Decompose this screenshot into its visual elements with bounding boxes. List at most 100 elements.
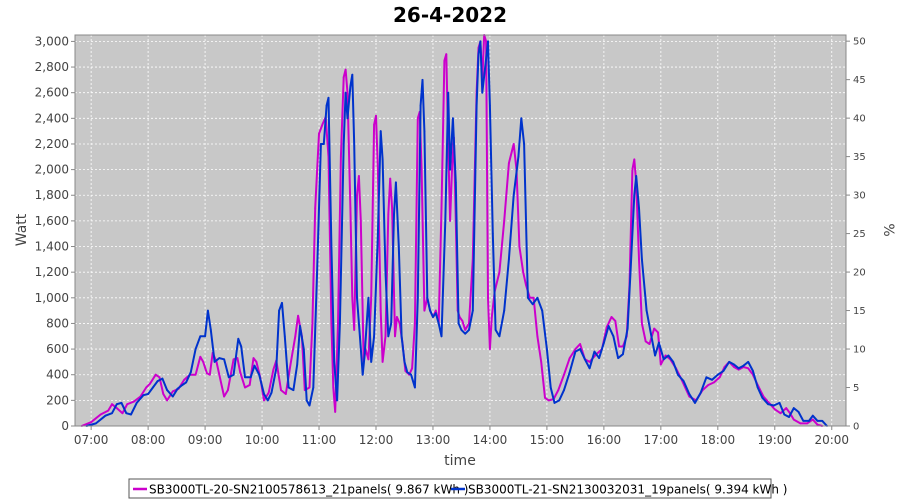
y-tick-label: 200	[46, 393, 69, 407]
data-point-series-2	[460, 329, 463, 331]
data-point-series-2	[792, 407, 795, 409]
plot-area	[75, 35, 846, 426]
data-point-series-1	[252, 357, 255, 359]
x-tick-label: 14:00	[473, 433, 508, 447]
data-point-series-1	[344, 68, 347, 71]
data-point-series-2	[491, 232, 494, 235]
data-point-series-2	[622, 353, 624, 356]
data-point-series-2	[711, 378, 713, 381]
data-point-series-1	[633, 158, 636, 161]
data-point-series-2	[176, 387, 179, 390]
data-point-series-2	[384, 271, 387, 274]
data-point-series-1	[464, 329, 467, 331]
data-point-series-1	[314, 207, 317, 210]
data-point-series-2	[207, 309, 209, 312]
data-point-series-2	[156, 380, 159, 382]
y2-tick-label: 20	[853, 268, 866, 279]
data-point-series-1	[461, 320, 464, 322]
legend-label-series-1: SB3000TL-20-SN2100578613_21panels( 9.867…	[149, 483, 468, 497]
data-point-series-1	[272, 368, 275, 371]
data-point-series-1	[126, 403, 129, 406]
data-point-series-1	[489, 348, 491, 350]
data-point-series-2	[481, 91, 484, 94]
data-point-series-2	[487, 40, 489, 43]
y-tick-label: 800	[46, 316, 69, 330]
data-point-series-2	[688, 393, 691, 395]
y2-tick-label: 10	[853, 345, 866, 356]
data-point-series-1	[356, 194, 358, 197]
data-point-series-1	[653, 327, 656, 330]
data-point-series-1	[485, 40, 487, 43]
data-point-series-2	[199, 335, 202, 338]
data-point-series-1	[111, 403, 113, 406]
data-point-series-1	[280, 389, 282, 391]
data-point-series-2	[244, 376, 246, 379]
data-point-series-2	[549, 386, 552, 389]
data-point-series-2	[240, 345, 243, 348]
data-point-series-2	[336, 399, 338, 402]
data-point-series-2	[629, 271, 632, 274]
data-point-series-1	[289, 363, 292, 366]
data-point-series-1	[799, 422, 802, 425]
data-point-series-2	[471, 309, 474, 312]
data-point-series-2	[346, 117, 349, 120]
data-point-series-2	[185, 381, 188, 384]
data-point-series-1	[733, 366, 735, 368]
data-point-series-2	[397, 245, 400, 248]
data-point-series-2	[452, 117, 454, 120]
data-point-series-2	[351, 73, 354, 76]
data-point-series-2	[546, 348, 548, 350]
data-point-series-1	[232, 358, 235, 361]
data-point-series-2	[421, 79, 424, 81]
data-point-series-2	[811, 414, 814, 417]
data-point-series-1	[340, 155, 342, 158]
data-point-series-1	[707, 384, 710, 386]
data-point-series-2	[359, 335, 361, 338]
data-point-series-1	[284, 393, 287, 395]
x-tick-label: 13:00	[416, 433, 451, 447]
data-point-series-1	[445, 53, 448, 56]
data-point-series-1	[115, 407, 118, 409]
data-point-series-2	[449, 168, 451, 171]
data-point-series-2	[308, 404, 311, 407]
data-point-series-1	[149, 382, 151, 385]
data-point-series-1	[162, 393, 165, 395]
data-point-series-2	[747, 361, 750, 363]
data-point-series-2	[477, 53, 480, 56]
data-point-series-1	[381, 361, 384, 363]
data-point-series-1	[416, 117, 419, 120]
data-point-series-2	[258, 373, 261, 376]
data-point-series-1	[525, 284, 527, 286]
data-point-series-1	[267, 391, 270, 394]
data-point-series-2	[484, 66, 487, 68]
data-point-series-2	[395, 181, 397, 184]
data-point-series-2	[778, 402, 781, 404]
data-point-series-2	[816, 420, 819, 422]
data-point-series-1	[414, 322, 416, 325]
data-point-series-2	[508, 258, 510, 261]
data-point-series-1	[379, 309, 382, 312]
data-point-series-1	[498, 271, 501, 274]
data-point-series-1	[532, 296, 535, 299]
data-point-series-2	[705, 376, 708, 379]
data-point-series-1	[318, 132, 320, 135]
data-point-series-1	[657, 331, 659, 334]
data-point-series-2	[278, 309, 280, 312]
data-point-series-2	[626, 327, 629, 330]
data-point-series-2	[344, 91, 347, 94]
y2-tick-label: 50	[853, 37, 866, 48]
data-point-series-2	[457, 322, 460, 325]
data-point-series-1	[308, 386, 311, 389]
data-point-series-2	[531, 303, 534, 306]
data-point-series-1	[90, 421, 92, 424]
data-point-series-2	[635, 175, 638, 177]
data-point-series-1	[359, 220, 362, 222]
data-point-series-2	[667, 354, 670, 357]
data-point-series-2	[232, 373, 235, 376]
x-tick-label: 11:00	[302, 433, 337, 447]
data-point-series-2	[349, 85, 352, 88]
data-point-series-2	[161, 377, 164, 380]
data-point-series-2	[387, 335, 390, 338]
data-point-series-2	[440, 335, 443, 338]
data-point-series-2	[454, 181, 457, 184]
